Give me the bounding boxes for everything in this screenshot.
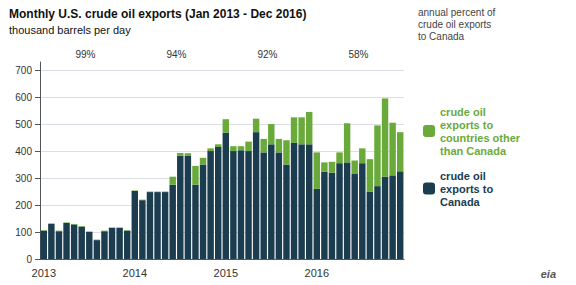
svg-text:700: 700 — [15, 65, 32, 76]
svg-text:crude oil: crude oil — [440, 170, 486, 182]
svg-text:Canada: Canada — [440, 196, 481, 208]
svg-text:600: 600 — [15, 92, 32, 103]
svg-text:0: 0 — [26, 254, 32, 265]
svg-text:99%: 99% — [75, 49, 95, 60]
svg-text:annual percent of: annual percent of — [418, 7, 496, 18]
svg-text:than Canada: than Canada — [440, 145, 507, 157]
svg-text:crude oil exports: crude oil exports — [418, 19, 491, 30]
svg-text:2013: 2013 — [32, 267, 56, 279]
svg-text:94%: 94% — [166, 49, 186, 60]
svg-text:400: 400 — [15, 146, 32, 157]
svg-text:eia: eia — [541, 268, 556, 280]
svg-text:200: 200 — [15, 200, 32, 211]
svg-text:Monthly U.S. crude oil exports: Monthly U.S. crude oil exports (Jan 2013… — [9, 7, 306, 21]
svg-text:to Canada: to Canada — [418, 31, 465, 42]
svg-text:countries other: countries other — [440, 132, 521, 144]
svg-text:2015: 2015 — [214, 267, 238, 279]
svg-text:exports to: exports to — [440, 183, 493, 195]
svg-text:2014: 2014 — [123, 267, 147, 279]
svg-text:92%: 92% — [257, 49, 277, 60]
svg-text:exports to: exports to — [440, 119, 493, 131]
svg-text:100: 100 — [15, 227, 32, 238]
svg-text:300: 300 — [15, 173, 32, 184]
svg-text:crude oil: crude oil — [440, 106, 486, 118]
svg-text:500: 500 — [15, 119, 32, 130]
svg-text:2016: 2016 — [305, 267, 329, 279]
svg-text:thousand barrels per day: thousand barrels per day — [9, 24, 131, 36]
svg-text:58%: 58% — [348, 49, 368, 60]
